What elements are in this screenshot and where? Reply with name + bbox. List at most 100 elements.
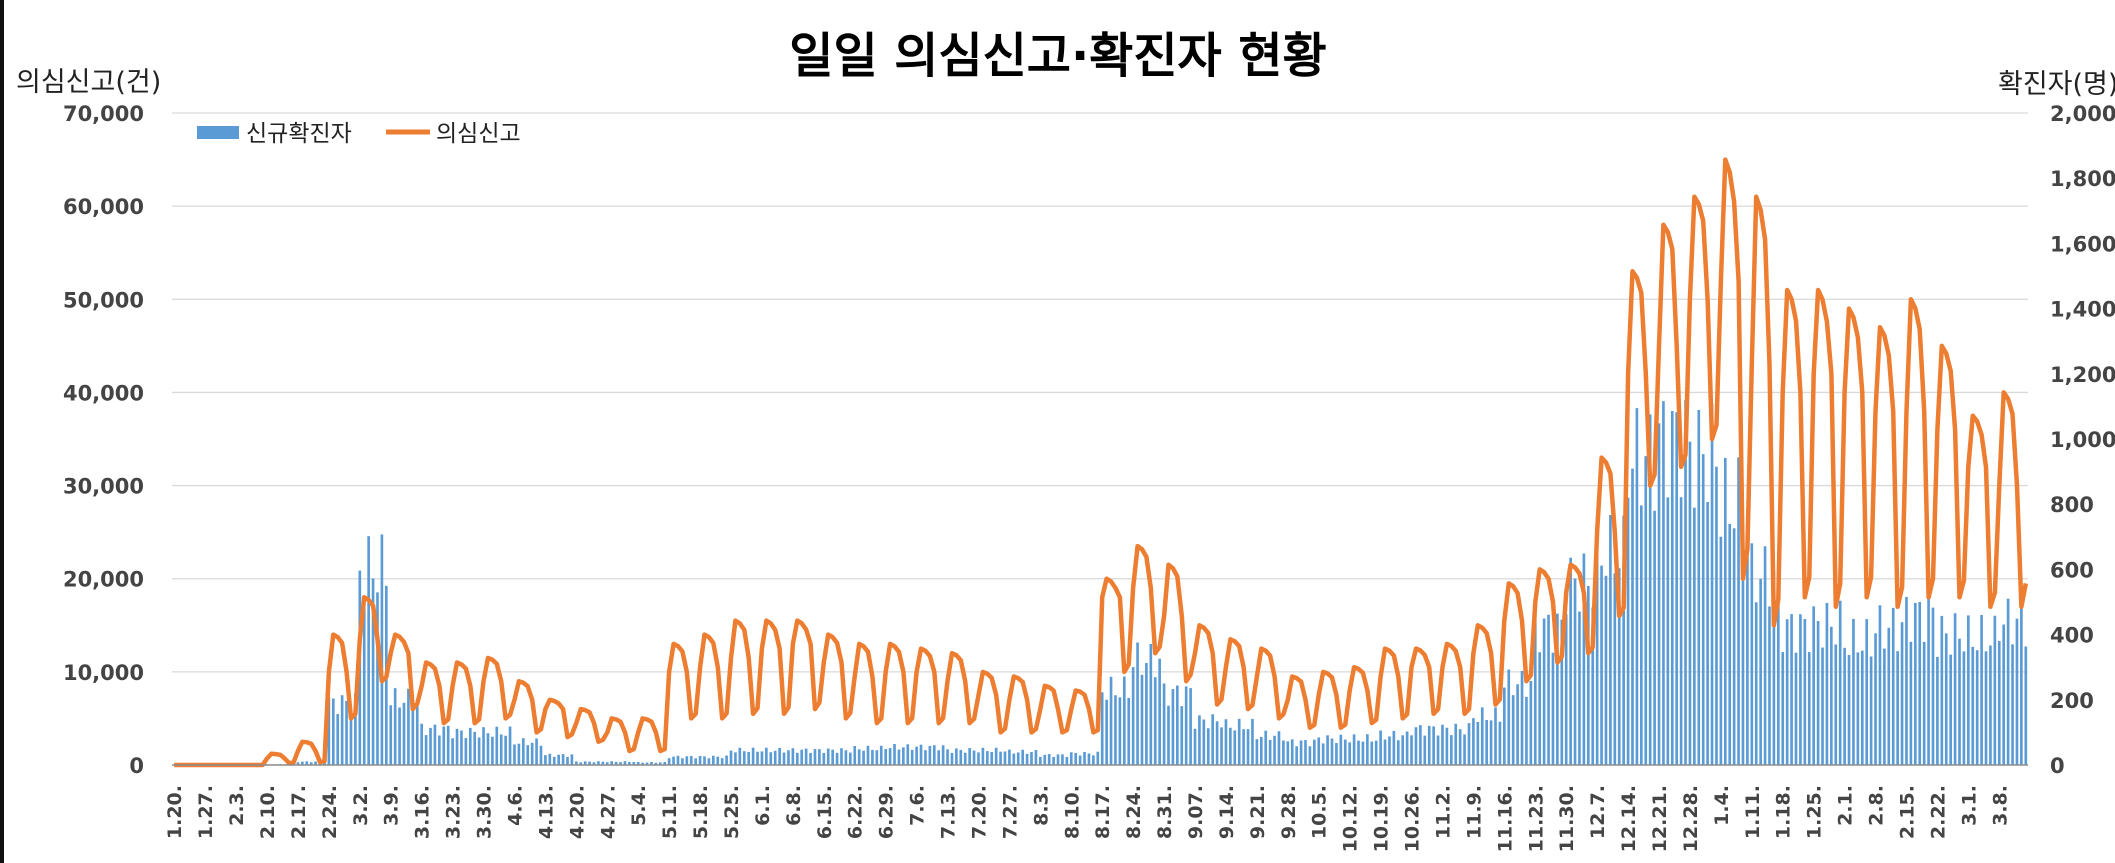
confirmed-bar <box>1184 686 1188 765</box>
confirmed-bar <box>1564 614 1568 765</box>
confirmed-bar <box>1489 720 1493 765</box>
confirmed-bar <box>1511 695 1515 765</box>
confirmed-bar <box>955 748 958 765</box>
confirmed-bar <box>1268 739 1272 765</box>
x-tick-label: 10.12. <box>1340 785 1362 852</box>
confirmed-bar <box>1719 536 1723 765</box>
confirmed-bar <box>579 762 583 765</box>
confirmed-bar <box>1874 633 1877 765</box>
confirmed-bar <box>689 756 693 765</box>
confirmed-bar <box>959 749 963 765</box>
confirmed-bar <box>1198 715 1201 765</box>
x-tick-label: 11.2. <box>1432 785 1454 839</box>
confirmed-bar <box>932 745 936 765</box>
confirmed-bar <box>1114 695 1117 765</box>
x-tick-label: 2.10. <box>257 785 279 839</box>
confirmed-bar <box>1918 601 1922 765</box>
confirmed-bar <box>535 738 538 765</box>
confirmed-bar <box>1189 688 1192 765</box>
confirmed-bar <box>729 750 733 765</box>
confirmed-bar <box>778 747 781 765</box>
confirmed-bar <box>1388 736 1391 765</box>
confirmed-bar <box>893 743 896 765</box>
confirmed-bar <box>1449 735 1453 765</box>
left-axis-tick-label: 0 <box>129 754 144 778</box>
confirmed-bar <box>1732 528 1736 765</box>
x-tick-label: 3.9. <box>381 785 403 826</box>
confirmed-bar <box>1913 602 1917 765</box>
legend-label-reports: 의심신고 <box>436 121 521 147</box>
confirmed-bar <box>1092 755 1095 765</box>
confirmed-bar <box>1476 722 1480 765</box>
confirmed-bar <box>1282 740 1285 765</box>
right-axis-tick-label: 2,000 <box>2050 102 2115 126</box>
x-tick-label: 8.31. <box>1154 785 1176 839</box>
confirmed-bar <box>906 744 910 765</box>
confirmed-bar <box>1944 633 1948 765</box>
confirmed-bar <box>1145 662 1148 765</box>
confirmed-bar <box>442 726 446 765</box>
confirmed-bar <box>1180 706 1184 765</box>
confirmed-bar <box>1352 734 1356 765</box>
confirmed-bar <box>641 762 644 765</box>
confirmed-bar <box>950 752 954 765</box>
confirmed-bar <box>1807 652 1811 765</box>
confirmed-bar <box>491 736 494 765</box>
confirmed-bar <box>309 762 313 765</box>
confirmed-bar <box>1176 685 1179 765</box>
confirmed-bar <box>1622 515 1625 765</box>
x-tick-label: 9.28. <box>1278 785 1300 839</box>
confirmed-bar <box>1852 618 1855 765</box>
confirmed-bar <box>424 735 428 765</box>
confirmed-bar <box>1109 676 1113 765</box>
confirmed-bar <box>773 750 777 765</box>
confirmed-bar <box>698 755 702 765</box>
confirmed-bar <box>875 750 879 765</box>
confirmed-bar <box>1516 684 1519 765</box>
confirmed-bar <box>884 749 888 765</box>
confirmed-bar <box>411 709 415 765</box>
confirmed-bar <box>720 758 724 765</box>
confirmed-bar <box>681 758 684 765</box>
legend-swatch-confirmed <box>197 126 239 139</box>
confirmed-bar <box>1343 739 1347 765</box>
confirmed-bar <box>1405 731 1409 765</box>
report-line <box>174 157 2029 768</box>
confirmed-bar <box>464 738 468 765</box>
confirmed-bar <box>402 702 406 765</box>
confirmed-bar <box>791 748 795 765</box>
confirmed-bar <box>1657 423 1661 765</box>
confirmed-bar <box>946 749 949 765</box>
confirmed-bar <box>712 755 715 765</box>
confirmed-bar <box>526 745 530 765</box>
confirmed-bar <box>371 578 375 765</box>
confirmed-bar <box>1503 687 1506 765</box>
confirmed-bar <box>1693 507 1696 765</box>
confirmed-bar <box>835 752 839 765</box>
confirmed-bar <box>380 534 384 765</box>
confirmed-bar <box>795 752 799 765</box>
confirmed-bar <box>857 749 861 765</box>
confirmed-bar <box>800 749 804 765</box>
x-tick-label: 10.5. <box>1309 785 1331 839</box>
confirmed-bar <box>1326 735 1329 765</box>
left-axis-ticks: 70,000 60,000 50,000 40,000 30,000 20,000 10,0… <box>63 102 144 778</box>
confirmed-bar <box>1958 638 1961 765</box>
confirmed-bar <box>1290 739 1294 765</box>
confirmed-bar <box>928 745 932 765</box>
confirmed-bar <box>809 752 812 765</box>
confirmed-bar <box>468 727 472 765</box>
confirmed-bar <box>1131 667 1135 765</box>
confirmed-bar <box>910 749 914 765</box>
confirmed-bar <box>1167 705 1170 765</box>
confirmed-bar <box>747 751 751 765</box>
left-axis-tick-label: 40,000 <box>63 381 144 405</box>
confirmed-bar <box>897 749 901 765</box>
confirmed-bar <box>990 751 994 765</box>
right-axis-tick-label: 1,800 <box>2050 167 2115 191</box>
confirmed-bar <box>1432 726 1435 765</box>
confirmed-bar <box>1843 647 1846 765</box>
confirmed-bar <box>446 725 450 765</box>
confirmed-bar <box>1047 754 1051 765</box>
confirmed-bar <box>1595 516 1599 765</box>
